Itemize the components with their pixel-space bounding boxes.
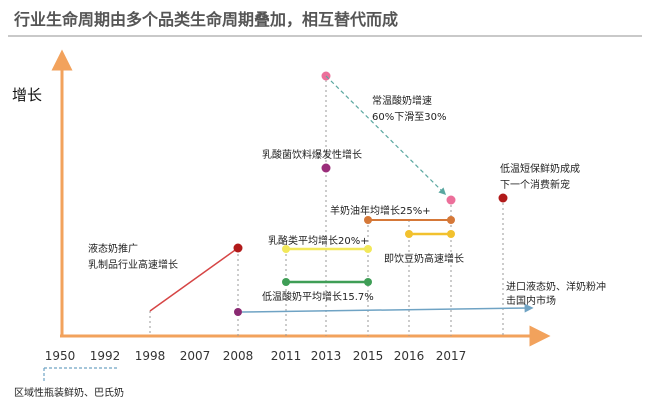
year-guides	[149, 80, 504, 336]
cheese-label: 乳酪类平均增长20%+	[268, 234, 369, 247]
low-temp-milk-label-1: 低温短保鲜奶成成	[500, 162, 580, 175]
ambient-yogurt-label-1: 常温酸奶增速	[372, 94, 432, 107]
import-arrow	[241, 303, 534, 313]
milk-powder-start	[364, 216, 372, 224]
x-tick-2011: 2011	[271, 349, 302, 363]
ambient-yogurt-label-2: 60%下滑至30%	[372, 111, 446, 123]
import-label-2: 击国内市场	[506, 294, 556, 307]
title-divider	[8, 35, 642, 37]
cheese-end	[364, 245, 372, 253]
chart-title: 行业生命周期由多个品类生命周期叠加，相互替代而成	[14, 10, 399, 29]
yogurt-drink-point	[321, 163, 331, 173]
x-tick-2008: 2008	[223, 349, 254, 363]
bottom-note: 区域性瓶装鲜奶、巴氏奶	[14, 386, 124, 399]
x-tick-2016: 2016	[394, 349, 425, 363]
milk-powder-label: 羊奶油年均增长25%+	[330, 204, 431, 217]
import-start-point	[234, 308, 242, 316]
low-temp-milk-point	[498, 193, 508, 203]
low-temp-yogurt-label: 低温酸奶平均增长15.7%	[262, 290, 374, 303]
low-temp-milk-label-2: 下一个消费新宠	[500, 178, 570, 191]
plant-protein-end	[447, 230, 455, 238]
liquid-milk-label-2: 乳制品行业高速增长	[88, 258, 178, 271]
ambient-yogurt-arrow	[325, 75, 447, 196]
liquid-milk-point	[233, 243, 243, 253]
yogurt-drink-label: 乳酸菌饮料爆发性增长	[262, 148, 362, 161]
x-tick-1998: 1998	[135, 349, 166, 363]
x-tick-2013: 2013	[311, 349, 342, 363]
low-temp-yogurt-start	[282, 278, 290, 286]
plant-protein-label: 即饮豆奶高速增长	[384, 252, 464, 265]
x-tick-2015: 2015	[353, 349, 384, 363]
low-temp-yogurt-end	[364, 278, 372, 286]
import-label-1: 进口液态奶、洋奶粉冲	[506, 280, 606, 293]
x-tick-1992: 1992	[90, 349, 121, 363]
cheese-start	[282, 245, 290, 253]
liquid-milk-line	[149, 247, 239, 312]
x-ticks: 1950 1992 1998 2007 2008 2011 2013 2015 …	[45, 349, 467, 363]
y-axis-label: 增长	[12, 86, 42, 104]
milk-powder-end	[447, 216, 455, 224]
x-tick-2007: 2007	[180, 349, 211, 363]
x-tick-1950: 1950	[45, 349, 76, 363]
x-tick-2017: 2017	[436, 349, 467, 363]
ambient-yogurt-end	[446, 195, 456, 205]
plant-protein-start	[405, 230, 413, 238]
liquid-milk-label-1: 液态奶推广	[88, 242, 138, 255]
